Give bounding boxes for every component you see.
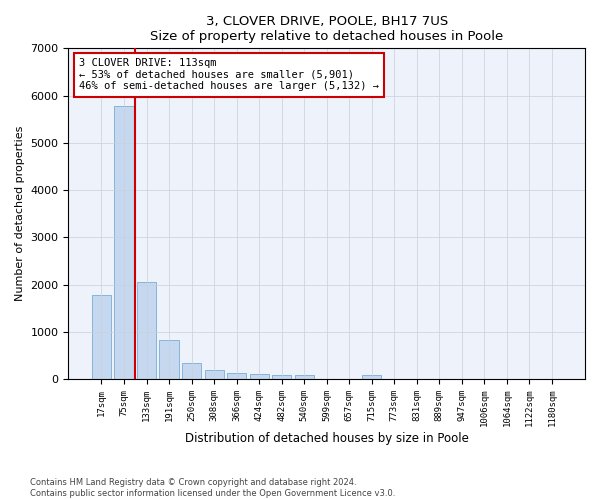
Bar [250, 374, 269, 379]
Bar [295, 375, 314, 379]
Bar [272, 374, 291, 379]
Bar [160, 340, 179, 379]
X-axis label: Distribution of detached houses by size in Poole: Distribution of detached houses by size … [185, 432, 469, 445]
Bar [92, 295, 111, 379]
Bar [182, 363, 201, 379]
Bar [227, 373, 246, 379]
Text: 3 CLOVER DRIVE: 113sqm
← 53% of detached houses are smaller (5,901)
46% of semi-: 3 CLOVER DRIVE: 113sqm ← 53% of detached… [79, 58, 379, 92]
Bar [115, 106, 134, 379]
Text: Contains HM Land Registry data © Crown copyright and database right 2024.
Contai: Contains HM Land Registry data © Crown c… [30, 478, 395, 498]
Bar [362, 374, 382, 379]
Title: 3, CLOVER DRIVE, POOLE, BH17 7US
Size of property relative to detached houses in: 3, CLOVER DRIVE, POOLE, BH17 7US Size of… [150, 15, 503, 43]
Bar [137, 282, 156, 379]
Y-axis label: Number of detached properties: Number of detached properties [15, 126, 25, 302]
Bar [205, 370, 224, 379]
